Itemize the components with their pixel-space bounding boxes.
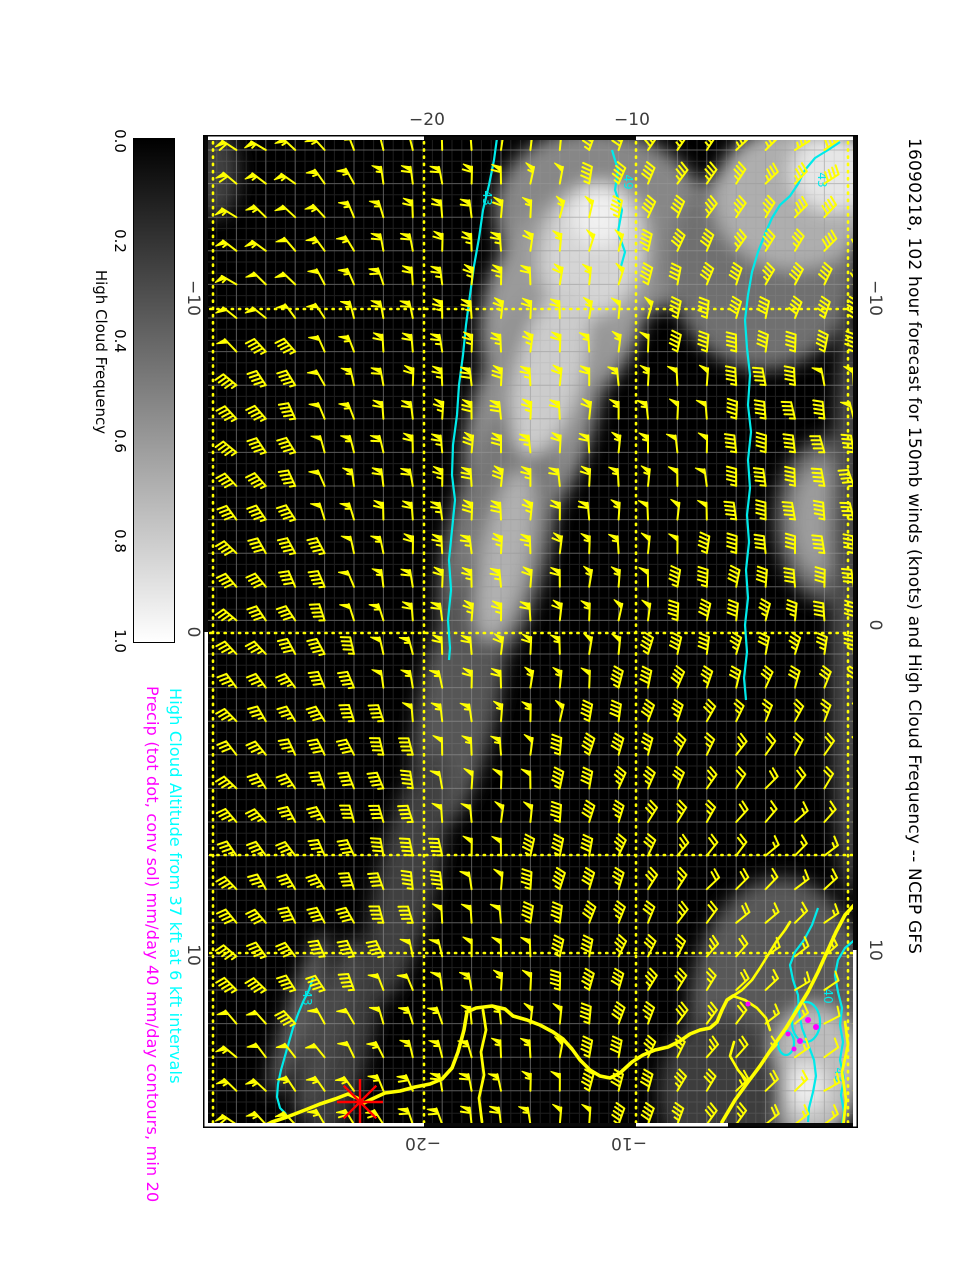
contour-label: 49	[621, 174, 635, 189]
frame-segment-top	[636, 135, 858, 140]
colorbar-tick: 0.4	[111, 329, 129, 353]
coastline	[840, 1020, 850, 1130]
colorbar-tick: 0.0	[111, 129, 129, 153]
frame-segment-right	[853, 135, 858, 950]
cloud-altitude-contour	[833, 937, 858, 1126]
contour-label: 43	[480, 190, 494, 205]
cloud-altitude-contour	[446, 137, 499, 661]
axis-tick-right: 10	[865, 939, 885, 961]
contour-label: 43	[300, 990, 314, 1005]
frame-segment-left	[203, 135, 208, 632]
axis-tick-right: 0	[865, 619, 885, 631]
axis-tick-top: −10	[614, 110, 650, 130]
coastline	[477, 1008, 488, 1124]
coastline	[731, 920, 792, 998]
cloud-altitude-contour	[610, 149, 627, 271]
cloud-patch	[786, 1063, 826, 1111]
colorbar-tick: 0.6	[111, 429, 129, 453]
colorbar-tick: 1.0	[111, 629, 129, 653]
map-panel: 43 43 49 43 40 43	[184, 125, 879, 1173]
map-frame-outline	[203, 135, 858, 1128]
colorbar-tick: 0.2	[111, 229, 129, 253]
cloud-altitude-contour	[788, 907, 820, 1123]
cloud-altitude-contour	[742, 141, 841, 701]
precip-dot	[785, 1031, 791, 1037]
colorbar-gradient	[134, 139, 174, 642]
axis-tick-left: 0	[183, 626, 203, 638]
frame-segment-right	[853, 950, 858, 1128]
axis-tick-bottom: −20	[405, 1133, 441, 1153]
cloud-patch	[475, 468, 535, 642]
precip-dot	[805, 1017, 811, 1023]
cloud-altitude-contour	[275, 977, 315, 1115]
cloud-patch	[573, 187, 625, 247]
frame-segment-left	[203, 632, 208, 1128]
legend-cloud-altitude: High Cloud Altitude from 37 kft at 6 kft…	[166, 688, 185, 1084]
precip-dot	[797, 1038, 803, 1044]
axis-tick-left: 10	[183, 944, 203, 966]
colorbar-label: High Cloud Frequency	[92, 269, 110, 435]
precip-dot	[813, 1024, 819, 1030]
colorbar-tick: 0.8	[111, 529, 129, 553]
lat-lon-dotted-gridlines	[201, 133, 860, 1130]
precip-dot	[745, 1001, 751, 1007]
axis-tick-right: −10	[865, 280, 885, 316]
frame-segment-bottom	[728, 1123, 858, 1128]
location-star-marker	[337, 1079, 383, 1125]
frame-segment-top	[424, 135, 636, 140]
plot-title: 16090218, 102 hour forecast for 150mb wi…	[904, 138, 924, 955]
frame-segment-bottom	[424, 1123, 636, 1128]
cloud-patch	[293, 935, 361, 1119]
frame-segment-bottom	[636, 1123, 728, 1128]
frame-segment-bottom	[203, 1123, 424, 1128]
axis-tick-top: −20	[409, 110, 445, 130]
colorbar	[133, 138, 175, 643]
axis-tick-left: −10	[183, 280, 203, 316]
axis-tick-bottom: −10	[611, 1133, 647, 1153]
frame-segment-top	[203, 135, 424, 140]
legend-precip: Precip (tot dot, conv sol) mm/day 40 mm/…	[143, 686, 162, 1203]
contour-label: 40	[821, 988, 835, 1003]
precip-dot	[791, 1046, 797, 1052]
